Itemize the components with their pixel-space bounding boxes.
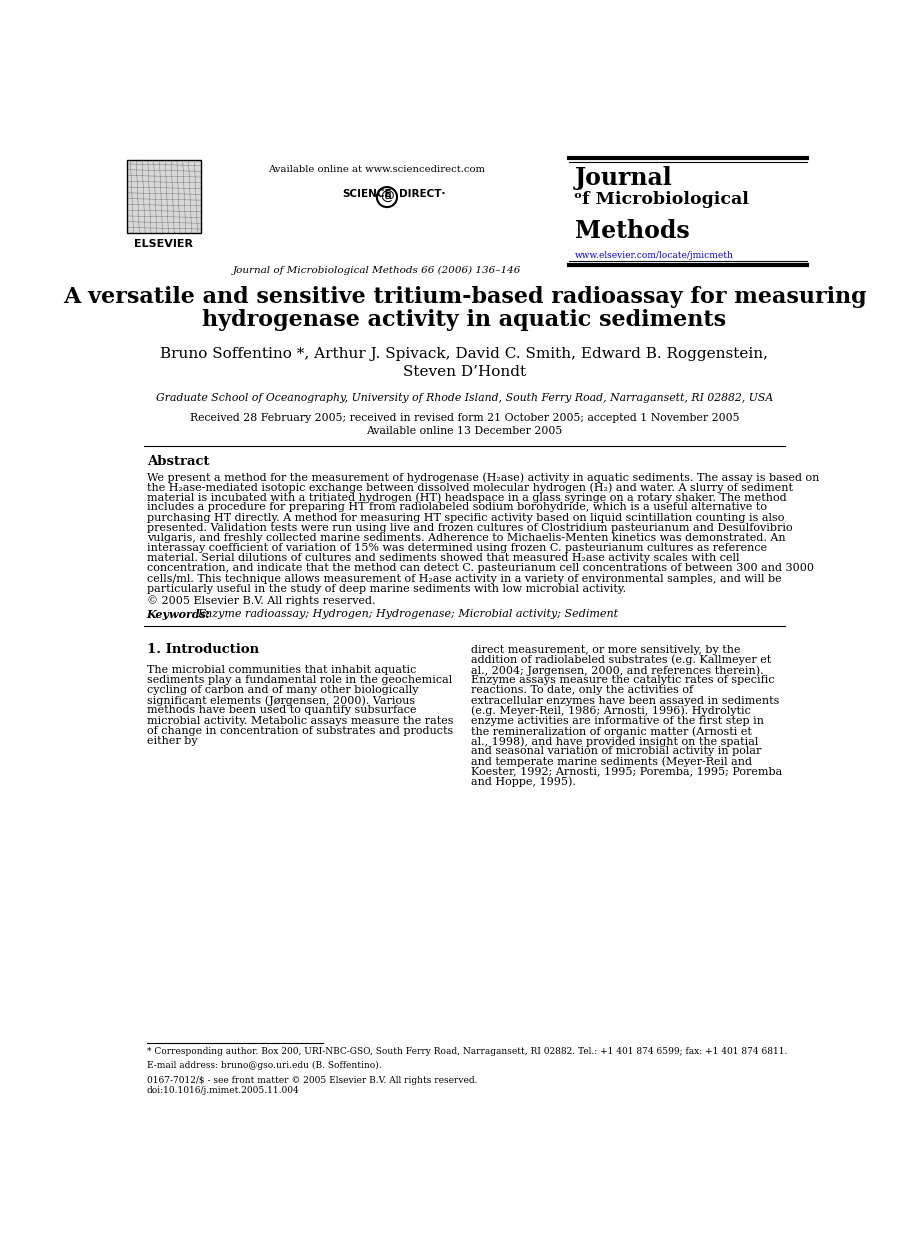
Text: 1. Introduction: 1. Introduction — [147, 644, 258, 656]
Text: * Corresponding author. Box 200, URI-NBC-GSO, South Ferry Road, Narragansett, RI: * Corresponding author. Box 200, URI-NBC… — [147, 1047, 787, 1056]
Text: doi:10.1016/j.mimet.2005.11.004: doi:10.1016/j.mimet.2005.11.004 — [147, 1087, 299, 1096]
Text: material. Serial dilutions of cultures and sediments showed that measured H₂ase : material. Serial dilutions of cultures a… — [147, 553, 739, 563]
Text: hydrogenase activity in aquatic sediments: hydrogenase activity in aquatic sediment… — [202, 308, 727, 331]
Text: and temperate marine sediments (Meyer-Reil and: and temperate marine sediments (Meyer-Re… — [472, 756, 753, 768]
Text: 0167-7012/$ - see front matter © 2005 Elsevier B.V. All rights reserved.: 0167-7012/$ - see front matter © 2005 El… — [147, 1076, 477, 1084]
Text: Enzyme radioassay; Hydrogen; Hydrogenase; Microbial activity; Sediment: Enzyme radioassay; Hydrogen; Hydrogenase… — [197, 609, 619, 619]
Text: Steven D’Hondt: Steven D’Hondt — [403, 365, 526, 379]
Text: Bruno Soffentino *, Arthur J. Spivack, David C. Smith, Edward B. Roggenstein,: Bruno Soffentino *, Arthur J. Spivack, D… — [161, 347, 768, 361]
Text: Available online at www.sciencedirect.com: Available online at www.sciencedirect.co… — [268, 166, 485, 175]
Text: extracellular enzymes have been assayed in sediments: extracellular enzymes have been assayed … — [472, 696, 780, 706]
Text: the H₂ase-mediated isotopic exchange between dissolved molecular hydrogen (H₂) a: the H₂ase-mediated isotopic exchange bet… — [147, 482, 793, 493]
Text: ELSEVIER: ELSEVIER — [134, 239, 193, 249]
Text: © 2005 Elsevier B.V. All rights reserved.: © 2005 Elsevier B.V. All rights reserved… — [147, 595, 375, 607]
Text: microbial activity. Metabolic assays measure the rates: microbial activity. Metabolic assays mea… — [147, 716, 454, 725]
Text: vulgaris, and freshly collected marine sediments. Adherence to Michaelis-Menten : vulgaris, and freshly collected marine s… — [147, 532, 785, 543]
Text: and Hoppe, 1995).: and Hoppe, 1995). — [472, 777, 576, 787]
Text: particularly useful in the study of deep marine sediments with low microbial act: particularly useful in the study of deep… — [147, 584, 626, 594]
Text: Keywords:: Keywords: — [147, 609, 210, 620]
Text: direct measurement, or more sensitively, by the: direct measurement, or more sensitively,… — [472, 645, 741, 655]
Bar — [127, 160, 201, 233]
Text: concentration, and indicate that the method can detect C. pasteurianum cell conc: concentration, and indicate that the met… — [147, 563, 814, 573]
Text: presented. Validation tests were run using live and frozen cultures of Clostridi: presented. Validation tests were run usi… — [147, 522, 793, 532]
Text: ᵒf Microbiological: ᵒf Microbiological — [574, 191, 749, 208]
Text: either by: either by — [147, 735, 198, 747]
Text: cycling of carbon and of many other biologically: cycling of carbon and of many other biol… — [147, 685, 418, 695]
Text: cells/ml. This technique allows measurement of H₂ase activity in a variety of en: cells/ml. This technique allows measurem… — [147, 573, 781, 583]
Text: Graduate School of Oceanography, University of Rhode Island, South Ferry Road, N: Graduate School of Oceanography, Univers… — [156, 394, 773, 404]
Text: www.elsevier.com/locate/jmicmeth: www.elsevier.com/locate/jmicmeth — [574, 251, 734, 260]
Text: Journal of Microbiological Methods 66 (2006) 136–146: Journal of Microbiological Methods 66 (2… — [233, 266, 521, 275]
Text: addition of radiolabeled substrates (e.g. Kallmeyer et: addition of radiolabeled substrates (e.g… — [472, 655, 772, 666]
Text: methods have been used to quantify subsurface: methods have been used to quantify subsu… — [147, 706, 416, 716]
Text: The microbial communities that inhabit aquatic: The microbial communities that inhabit a… — [147, 665, 416, 675]
Text: Methods: Methods — [574, 219, 689, 244]
Text: al., 2004; Jørgensen, 2000, and references therein).: al., 2004; Jørgensen, 2000, and referenc… — [472, 665, 764, 676]
Text: al., 1998), and have provided insight on the spatial: al., 1998), and have provided insight on… — [472, 737, 759, 747]
Text: material is incubated with a tritiated hydrogen (HT) headspace in a glass syring: material is incubated with a tritiated h… — [147, 493, 786, 503]
Text: Received 28 February 2005; received in revised form 21 October 2005; accepted 1 : Received 28 February 2005; received in r… — [190, 413, 739, 423]
Text: E-mail address: bruno@gso.uri.edu (B. Soffentino).: E-mail address: bruno@gso.uri.edu (B. So… — [147, 1061, 381, 1070]
Text: purchasing HT directly. A method for measuring HT specific activity based on liq: purchasing HT directly. A method for mea… — [147, 513, 784, 522]
Text: reactions. To date, only the activities of: reactions. To date, only the activities … — [472, 686, 694, 696]
Text: Koester, 1992; Arnosti, 1995; Poremba, 1995; Poremba: Koester, 1992; Arnosti, 1995; Poremba, 1… — [472, 766, 783, 776]
Text: A versatile and sensitive tritium-based radioassay for measuring: A versatile and sensitive tritium-based … — [63, 286, 866, 307]
Text: the remineralization of organic matter (Arnosti et: the remineralization of organic matter (… — [472, 725, 752, 737]
Text: Journal: Journal — [574, 166, 672, 189]
Text: Enzyme assays measure the catalytic rates of specific: Enzyme assays measure the catalytic rate… — [472, 675, 775, 686]
Text: interassay coefficient of variation of 15% was determined using frozen C. pasteu: interassay coefficient of variation of 1… — [147, 543, 766, 553]
Text: includes a procedure for preparing HT from radiolabeled sodium borohydride, whic: includes a procedure for preparing HT fr… — [147, 503, 766, 513]
Text: SCIENCE: SCIENCE — [342, 188, 392, 198]
Text: and seasonal variation of microbial activity in polar: and seasonal variation of microbial acti… — [472, 747, 762, 756]
Text: @: @ — [380, 191, 394, 204]
Text: Abstract: Abstract — [147, 456, 210, 468]
Text: significant elements (Jørgensen, 2000). Various: significant elements (Jørgensen, 2000). … — [147, 696, 414, 706]
Text: (e.g. Meyer-Reil, 1986; Arnosti, 1996). Hydrolytic: (e.g. Meyer-Reil, 1986; Arnosti, 1996). … — [472, 706, 751, 717]
Text: of change in concentration of substrates and products: of change in concentration of substrates… — [147, 725, 453, 735]
Text: DIRECT·: DIRECT· — [399, 188, 446, 198]
Text: Available online 13 December 2005: Available online 13 December 2005 — [366, 426, 562, 436]
Text: sediments play a fundamental role in the geochemical: sediments play a fundamental role in the… — [147, 675, 452, 685]
Text: enzyme activities are informative of the first step in: enzyme activities are informative of the… — [472, 716, 765, 725]
Text: We present a method for the measurement of hydrogenase (H₂ase) activity in aquat: We present a method for the measurement … — [147, 472, 819, 483]
